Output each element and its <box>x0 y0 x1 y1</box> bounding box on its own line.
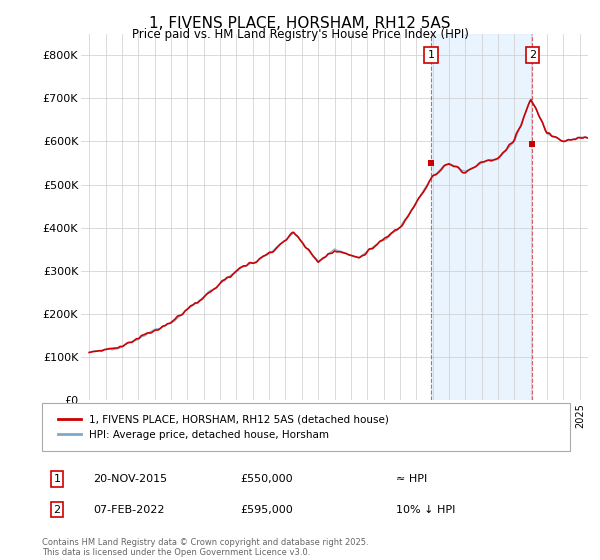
Text: Price paid vs. HM Land Registry's House Price Index (HPI): Price paid vs. HM Land Registry's House … <box>131 28 469 41</box>
Text: 1, FIVENS PLACE, HORSHAM, RH12 5AS: 1, FIVENS PLACE, HORSHAM, RH12 5AS <box>149 16 451 31</box>
Text: £550,000: £550,000 <box>240 474 293 484</box>
Text: 07-FEB-2022: 07-FEB-2022 <box>93 505 164 515</box>
Text: ≈ HPI: ≈ HPI <box>396 474 427 484</box>
Text: £595,000: £595,000 <box>240 505 293 515</box>
Text: 1: 1 <box>53 474 61 484</box>
Text: 20-NOV-2015: 20-NOV-2015 <box>93 474 167 484</box>
Text: 1: 1 <box>427 50 434 60</box>
Text: Contains HM Land Registry data © Crown copyright and database right 2025.
This d: Contains HM Land Registry data © Crown c… <box>42 538 368 557</box>
Text: 2: 2 <box>529 50 536 60</box>
Text: 10% ↓ HPI: 10% ↓ HPI <box>396 505 455 515</box>
Text: 2: 2 <box>53 505 61 515</box>
Bar <box>431 34 532 400</box>
FancyBboxPatch shape <box>42 403 570 451</box>
Legend: 1, FIVENS PLACE, HORSHAM, RH12 5AS (detached house), HPI: Average price, detache: 1, FIVENS PLACE, HORSHAM, RH12 5AS (deta… <box>52 409 394 445</box>
